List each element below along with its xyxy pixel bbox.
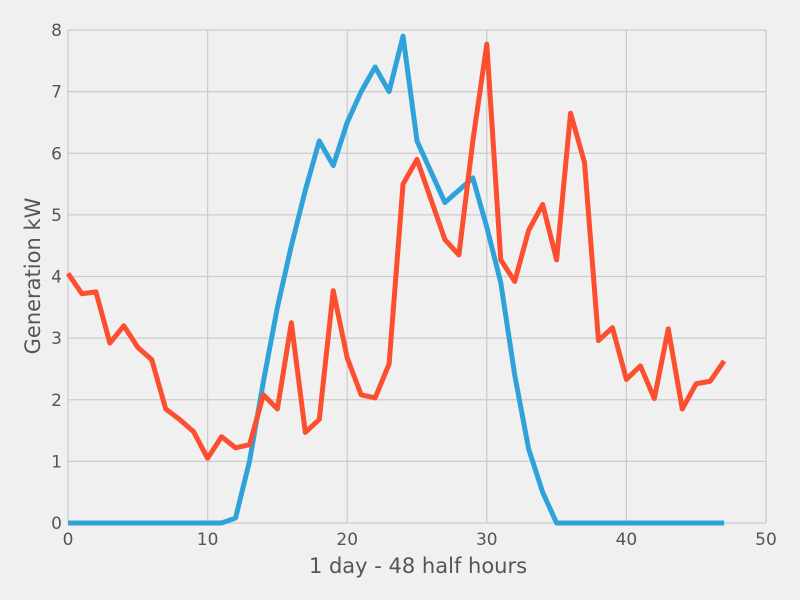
y-tick-label: 2 bbox=[51, 391, 62, 411]
y-tick-label: 1 bbox=[51, 452, 62, 472]
y-tick-label: 6 bbox=[51, 144, 62, 164]
x-axis-label: 1 day - 48 half hours bbox=[309, 554, 527, 578]
tick-labels: 0 10 20 30 40 50 0 1 2 3 4 5 6 7 8 bbox=[51, 21, 777, 550]
gridlines bbox=[67, 29, 767, 524]
y-axis-label: Generation kW bbox=[21, 197, 45, 354]
x-tick-label: 0 bbox=[63, 530, 74, 550]
x-tick-label: 50 bbox=[755, 530, 777, 550]
y-tick-label: 3 bbox=[51, 329, 62, 349]
x-tick-label: 40 bbox=[616, 530, 638, 550]
y-tick-label: 8 bbox=[51, 21, 62, 41]
series-layer bbox=[65, 33, 727, 526]
x-tick-label: 20 bbox=[336, 530, 358, 550]
y-tick-label: 4 bbox=[51, 268, 62, 288]
y-tick-label: 0 bbox=[51, 514, 62, 534]
x-tick-label: 30 bbox=[476, 530, 498, 550]
y-tick-label: 5 bbox=[51, 206, 62, 226]
x-tick-label: 10 bbox=[197, 530, 219, 550]
series-line-2 bbox=[65, 41, 727, 461]
series-line-1 bbox=[68, 33, 725, 526]
y-tick-label: 7 bbox=[51, 83, 62, 103]
